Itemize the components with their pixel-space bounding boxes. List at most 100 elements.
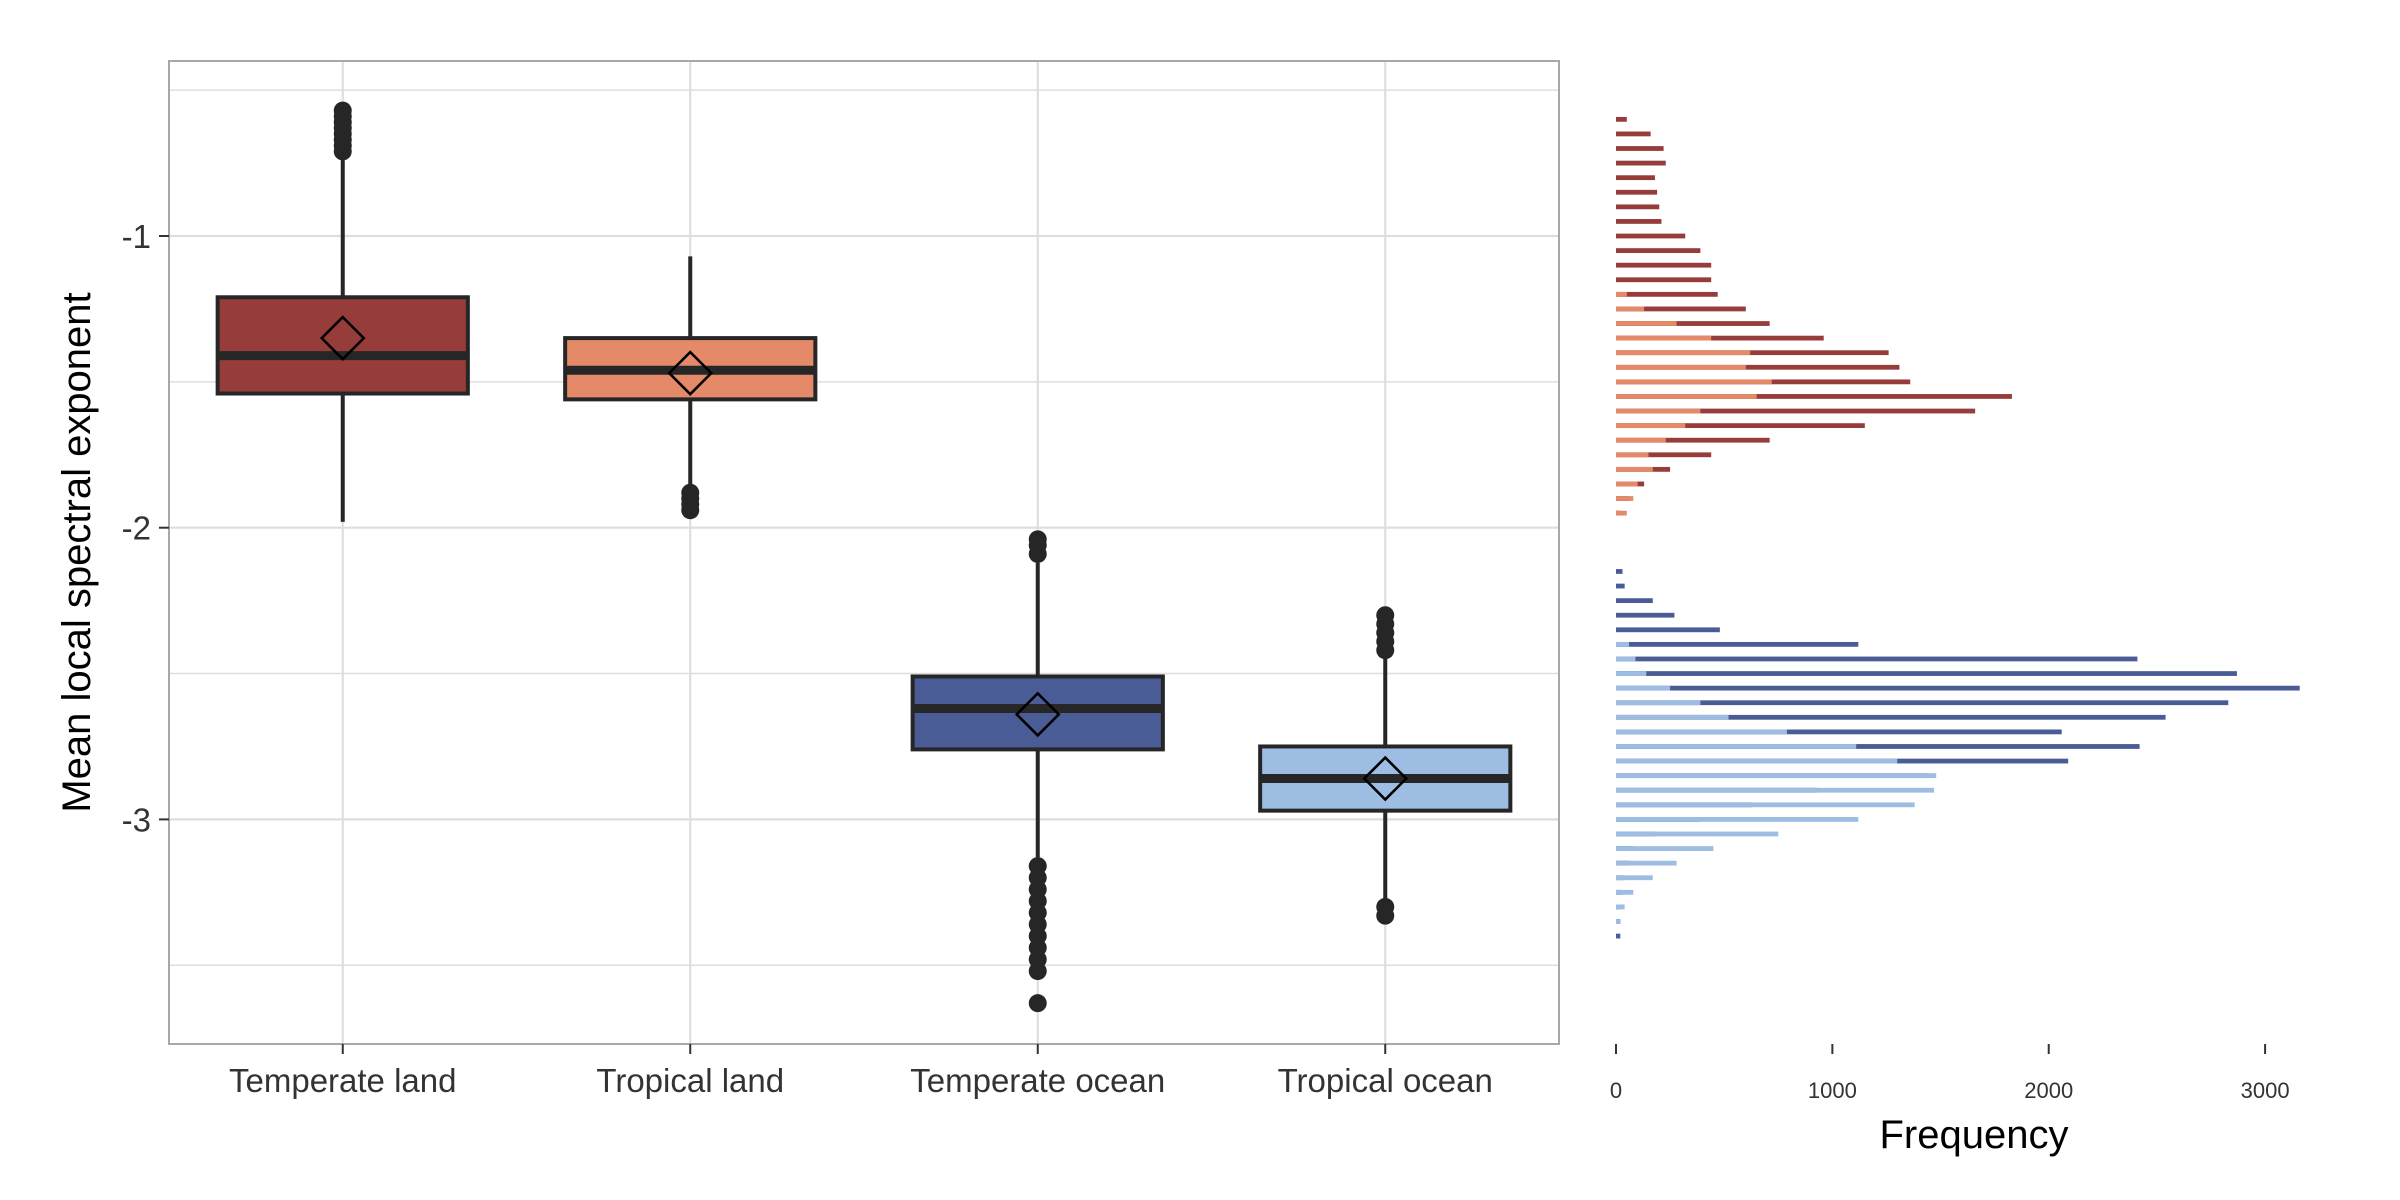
histogram-bar [1616, 671, 2237, 676]
y-tick-label: -3 [122, 801, 151, 838]
histogram-bar [1616, 933, 1621, 939]
histogram-bar [1616, 350, 1751, 356]
outlier-point [1028, 544, 1047, 563]
hist-x-tick-label: 3000 [2241, 1078, 2290, 1103]
histogram-bar [1616, 350, 1889, 356]
histogram-bar [1616, 598, 1653, 604]
boxplot-marks [215, 101, 1513, 1013]
histogram-bar [1616, 656, 2138, 662]
histogram-bar [1616, 744, 1857, 749]
histogram-bar [1616, 189, 1658, 195]
boxplot-axes: -1 -2 -3 Temperate land Tropical land Tempera… [122, 218, 1493, 1099]
histogram-bar [1616, 262, 1712, 268]
histogram-bar [1616, 656, 1636, 662]
outlier-point [333, 142, 352, 161]
histogram-bar [1616, 787, 1935, 793]
histogram-bar [1616, 379, 1772, 385]
interquartile-box [215, 295, 470, 396]
histogram-bars [1616, 116, 2300, 939]
box-tropical-land [563, 256, 818, 520]
histogram-bar [1616, 423, 1865, 429]
histogram-bar [1616, 452, 1649, 458]
histogram-bar [1616, 729, 1787, 735]
histogram-bar [1616, 875, 1653, 881]
histogram-bar [1616, 394, 1757, 399]
histogram-series-tropical-land [1616, 291, 1772, 516]
histogram-bar [1616, 408, 1976, 414]
histogram-bar [1616, 321, 1677, 326]
y-tick-label: -2 [122, 510, 151, 547]
hist-x-tick-label: 1000 [1808, 1078, 1857, 1103]
histogram-bar [1616, 700, 1701, 706]
histogram-bar [1616, 904, 1625, 910]
histogram-bar [1616, 423, 1686, 429]
boxplot-panel-border [168, 60, 1560, 1045]
histogram-chart: 0 1000 2000 3000 Frequency [1610, 116, 2300, 1157]
histogram-bar [1616, 452, 1712, 458]
histogram-bar [1616, 481, 1638, 487]
histogram-bar [1616, 685, 1671, 691]
hist-x-tick-label: 2000 [2024, 1078, 2073, 1103]
histogram-bar [1616, 437, 1770, 443]
box-temperate-land [215, 101, 470, 522]
histogram-bar [1616, 671, 1647, 676]
histogram-bar [1616, 889, 1634, 895]
histogram-bar [1616, 131, 1651, 137]
boxplot-panel [169, 61, 1559, 1044]
histogram-bar [1616, 277, 1712, 283]
histogram-bar [1616, 729, 2062, 735]
mean-marker [319, 315, 366, 361]
outlier-point [1028, 994, 1047, 1013]
histogram-bar [1616, 831, 1779, 837]
hist-x-tick-label: 0 [1610, 1078, 1622, 1103]
histogram-bar [1616, 408, 1701, 414]
histogram-bar [1616, 860, 1677, 866]
histogram-bar [1616, 160, 1666, 166]
histogram-series-temperate-land [1616, 116, 2012, 516]
histogram-bar [1616, 291, 1627, 297]
outlier-point [681, 501, 700, 520]
histogram-bar [1616, 321, 1770, 326]
mean-marker [1014, 691, 1061, 738]
histogram-bar [1616, 744, 2140, 749]
histogram-bar [1616, 306, 1746, 312]
histogram-bar [1616, 364, 1900, 370]
histogram-bar [1616, 641, 1629, 647]
box-tropical-ocean [1258, 606, 1513, 925]
histogram-bar [1616, 612, 1675, 618]
x-tick-label: Tropical ocean [1278, 1062, 1493, 1099]
y-tick-label: -1 [122, 218, 151, 255]
x-axis-title: Frequency [1880, 1113, 2069, 1157]
outlier-point [1028, 962, 1047, 981]
histogram-bar [1616, 569, 1623, 574]
x-tick-label: Temperate ocean [910, 1062, 1165, 1099]
histogram-bar [1616, 394, 2012, 399]
histogram-bar [1616, 919, 1621, 924]
histogram-bar [1616, 146, 1664, 151]
histogram-bar [1616, 364, 1746, 370]
histogram-bar [1616, 758, 1898, 764]
histogram-bar [1616, 496, 1634, 501]
histogram-bar [1616, 816, 1859, 822]
mean-marker [1362, 755, 1409, 802]
histogram-bar [1616, 437, 1666, 443]
histogram-bar [1616, 466, 1653, 472]
x-tick-label: Tropical land [596, 1062, 784, 1099]
histogram-bar [1616, 204, 1660, 210]
histogram-bar [1616, 583, 1625, 589]
mean-marker [667, 350, 714, 396]
histogram-bar [1616, 291, 1718, 297]
y-axis-title: Mean local spectral exponent [55, 292, 99, 812]
histogram-bar [1616, 335, 1824, 341]
histogram-bar [1616, 802, 1915, 808]
x-tick-label: Temperate land [229, 1062, 456, 1099]
box-temperate-ocean [910, 530, 1165, 1013]
outlier-point [1376, 906, 1395, 925]
histogram-bar [1616, 846, 1714, 851]
histogram-bar [1616, 175, 1655, 181]
histogram-bar [1616, 116, 1627, 122]
histogram-bar [1616, 714, 1729, 720]
histogram-bar [1616, 233, 1686, 239]
boxplot-chart: -1 -2 -3 Temperate land Tropical land Tempera… [55, 60, 1560, 1099]
outlier-point [1376, 641, 1395, 660]
